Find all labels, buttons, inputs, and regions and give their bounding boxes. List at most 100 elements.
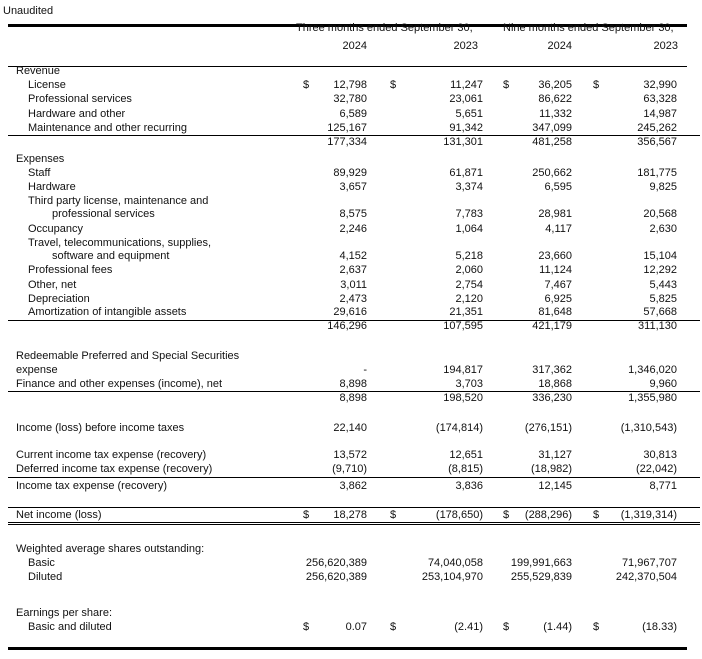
- cell-value-col4: 356,567: [637, 136, 677, 148]
- cell-value-col2: 5,218: [455, 250, 483, 262]
- rule-revenue-total: [8, 135, 700, 136]
- row-label: professional services: [52, 208, 155, 220]
- cell-value-col1: 2,637: [339, 264, 367, 276]
- cell-value-col2: 2,754: [455, 279, 483, 291]
- row-label: Diluted: [28, 571, 63, 583]
- cell-value-col4: 9,825: [649, 181, 677, 193]
- cell-value-col2: 131,301: [443, 136, 483, 148]
- cell-value-col1: 22,140: [333, 422, 367, 434]
- row-label: Income tax expense (recovery): [16, 480, 168, 492]
- row-label: Staff: [28, 167, 51, 179]
- cell-value-col1: 256,620,389: [305, 571, 367, 583]
- cell-value-col3: 336,230: [532, 392, 572, 404]
- cell-value-col1: 177,334: [327, 136, 367, 148]
- cell-value-col3: 12,145: [538, 480, 572, 492]
- currency-symbol: $: [503, 621, 510, 633]
- statement-title: Unaudited: [3, 5, 54, 17]
- cell-value-col1: 4,152: [339, 250, 367, 262]
- cell-value-col3: 6,925: [544, 293, 572, 305]
- row-label: Maintenance and other recurring: [28, 122, 187, 134]
- cell-value-col2: 3,374: [455, 181, 483, 193]
- row-label: Professional fees: [28, 264, 113, 276]
- row-label: Finance and other expenses (income), net: [16, 378, 223, 390]
- row-label: License: [28, 79, 66, 91]
- cell-value-col1: 8,898: [339, 392, 367, 404]
- row-label: Weighted average shares outstanding:: [16, 543, 205, 555]
- cell-value-col3: 23,660: [538, 250, 572, 262]
- row-label: Third party license, maintenance and: [28, 195, 209, 207]
- currency-symbol: $: [503, 79, 510, 91]
- cell-value-col3: (18,982): [531, 463, 572, 475]
- row-label: Basic and diluted: [28, 621, 112, 633]
- row-label: Earnings per share:: [16, 607, 112, 619]
- cell-value-col2: 107,595: [443, 320, 483, 332]
- header-year-col2: 2023: [453, 40, 478, 52]
- cell-value-col4: 30,813: [643, 449, 677, 461]
- cell-value-col1: 89,929: [333, 167, 367, 179]
- row-label: Travel, telecommunications, supplies,: [28, 237, 212, 249]
- cell-value-col3: (276,151): [524, 422, 572, 434]
- cell-value-col1: 8,575: [339, 208, 367, 220]
- cell-value-col3: 255,529,839: [510, 571, 572, 583]
- header-year-col1: 2024: [342, 40, 367, 52]
- cell-value-col2: 2,120: [455, 293, 483, 305]
- currency-symbol: $: [303, 621, 310, 633]
- row-label: software and equipment: [52, 250, 170, 262]
- cell-value-col4: 32,990: [643, 79, 677, 91]
- row-label: Current income tax expense (recovery): [16, 449, 207, 461]
- cell-value-col4: 5,825: [649, 293, 677, 305]
- cell-value-col4: 1,355,980: [628, 392, 677, 404]
- cell-value-col2: 2,060: [455, 264, 483, 276]
- cell-value-col4: 63,328: [643, 93, 677, 105]
- rule-net-income-bottom: [8, 522, 700, 527]
- cell-value-col4: 15,104: [643, 250, 677, 262]
- cell-value-col1: 3,862: [339, 480, 367, 492]
- cell-value-col4: 2,630: [649, 223, 677, 235]
- cell-value-col4: 311,130: [638, 320, 677, 332]
- cell-value-col4: 20,568: [643, 208, 677, 220]
- cell-value-col3: 28,981: [538, 208, 572, 220]
- cell-value-col1: 3,011: [340, 279, 367, 291]
- cell-value-col2: 253,104,970: [421, 571, 483, 583]
- cell-value-col4: 8,771: [649, 480, 677, 492]
- cell-value-col3: 31,127: [538, 449, 572, 461]
- cell-value-col1: 2,473: [339, 293, 367, 305]
- header-three-months: Three months ended September 30,: [296, 22, 473, 34]
- cell-value-col1: 32,780: [333, 93, 367, 105]
- cell-value-col3: 86,622: [538, 93, 572, 105]
- cell-value-col4: 57,668: [643, 306, 677, 318]
- cell-value-col2: 3,703: [455, 378, 483, 390]
- cell-value-col2: 21,351: [449, 306, 483, 318]
- cell-value-col4: 14,987: [643, 108, 677, 120]
- row-label: Income (loss) before income taxes: [16, 422, 185, 434]
- top-rule: [8, 24, 687, 27]
- cell-value-col4: 12,292: [643, 264, 677, 276]
- cell-value-col3: (1.44): [543, 621, 572, 633]
- cell-value-col1: 8,898: [339, 378, 367, 390]
- currency-symbol: $: [503, 509, 510, 521]
- cell-value-col2: 23,061: [449, 93, 483, 105]
- cell-value-col1: (9,710): [332, 463, 367, 475]
- row-label: expense: [16, 364, 58, 376]
- cell-value-col1: 3,657: [339, 181, 367, 193]
- cell-value-col3: 11,124: [539, 264, 572, 276]
- currency-symbol: $: [593, 79, 600, 91]
- cell-value-col1: 6,589: [339, 108, 367, 120]
- cell-value-col3: 36,205: [538, 79, 572, 91]
- cell-value-col3: 18,868: [538, 378, 572, 390]
- cell-value-col3: 421,179: [532, 320, 572, 332]
- rule-other-total: [8, 391, 700, 392]
- cell-value-col4: (1,310,543): [620, 422, 677, 434]
- cell-value-col3: 250,662: [532, 167, 572, 179]
- cell-value-col1: -: [363, 364, 367, 376]
- currency-symbol: $: [390, 509, 397, 521]
- header-year-col4: 2023: [653, 40, 678, 52]
- currency-symbol: $: [303, 509, 310, 521]
- cell-value-col1: 146,296: [327, 320, 367, 332]
- cell-value-col2: 91,342: [449, 122, 483, 134]
- cell-value-col1: 0.07: [345, 621, 367, 633]
- row-label: Deferred income tax expense (recovery): [16, 463, 213, 475]
- cell-value-col2: 61,871: [449, 167, 483, 179]
- cell-value-col4: (22,042): [636, 463, 677, 475]
- cell-value-col4: 9,960: [649, 378, 677, 390]
